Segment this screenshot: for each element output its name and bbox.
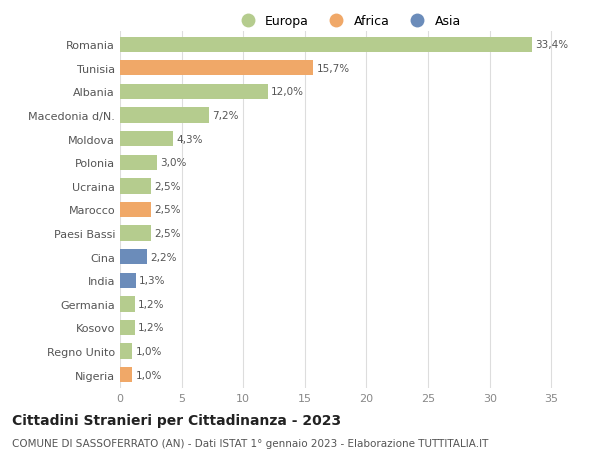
Bar bbox=[120, 202, 151, 218]
Text: 1,0%: 1,0% bbox=[136, 347, 162, 356]
Text: 1,3%: 1,3% bbox=[139, 276, 166, 285]
Bar bbox=[120, 273, 136, 288]
Bar bbox=[120, 108, 209, 123]
Text: 2,2%: 2,2% bbox=[150, 252, 176, 262]
Bar bbox=[120, 61, 313, 76]
Bar bbox=[120, 249, 147, 265]
Bar bbox=[120, 132, 173, 147]
Text: 1,0%: 1,0% bbox=[136, 370, 162, 380]
Bar bbox=[120, 367, 133, 382]
Bar bbox=[120, 179, 151, 194]
Text: 4,3%: 4,3% bbox=[176, 134, 203, 144]
Legend: Europa, Africa, Asia: Europa, Africa, Asia bbox=[230, 10, 466, 33]
Text: 15,7%: 15,7% bbox=[317, 64, 350, 73]
Text: 7,2%: 7,2% bbox=[212, 111, 238, 121]
Bar bbox=[120, 320, 135, 336]
Bar bbox=[120, 38, 532, 53]
Text: COMUNE DI SASSOFERRATO (AN) - Dati ISTAT 1° gennaio 2023 - Elaborazione TUTTITAL: COMUNE DI SASSOFERRATO (AN) - Dati ISTAT… bbox=[12, 438, 488, 448]
Text: 2,5%: 2,5% bbox=[154, 205, 181, 215]
Text: 12,0%: 12,0% bbox=[271, 87, 304, 97]
Text: 3,0%: 3,0% bbox=[160, 158, 187, 168]
Bar bbox=[120, 226, 151, 241]
Bar bbox=[120, 155, 157, 171]
Text: Cittadini Stranieri per Cittadinanza - 2023: Cittadini Stranieri per Cittadinanza - 2… bbox=[12, 413, 341, 427]
Text: 1,2%: 1,2% bbox=[138, 299, 164, 309]
Text: 33,4%: 33,4% bbox=[535, 40, 568, 50]
Bar bbox=[120, 84, 268, 100]
Text: 1,2%: 1,2% bbox=[138, 323, 164, 333]
Text: 2,5%: 2,5% bbox=[154, 181, 181, 191]
Bar bbox=[120, 344, 133, 359]
Bar bbox=[120, 297, 135, 312]
Text: 2,5%: 2,5% bbox=[154, 229, 181, 239]
